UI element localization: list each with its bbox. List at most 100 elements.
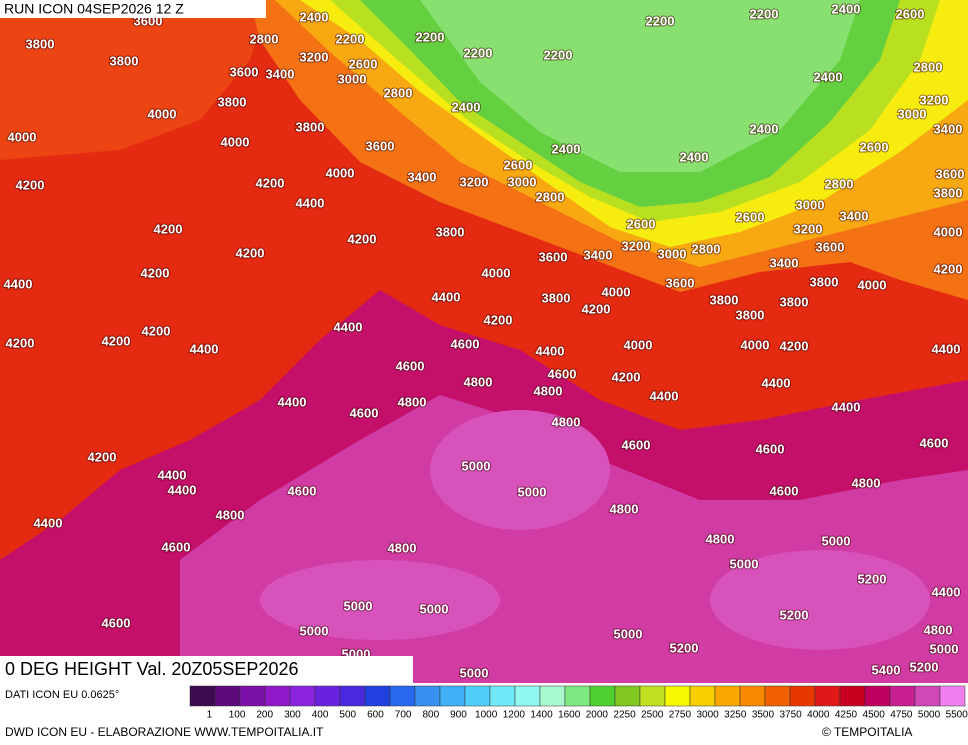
contour-label: 4200 (6, 335, 35, 350)
contour-label: 4600 (162, 539, 191, 554)
legend-swatch (889, 685, 916, 707)
legend-swatch (489, 685, 516, 707)
legend-swatch (614, 685, 641, 707)
contour-label: 2600 (349, 56, 378, 71)
legend-label: 2500 (641, 710, 664, 721)
contour-label: 4400 (932, 341, 961, 356)
contour-label: 5200 (670, 640, 699, 655)
legend-swatch (239, 685, 266, 707)
contour-label: 5000 (822, 533, 851, 548)
contour-label: 3000 (508, 174, 537, 189)
legend-label: 3250 (724, 710, 747, 721)
legend-swatch (389, 685, 416, 707)
legend-swatch (639, 685, 666, 707)
legend-swatch (764, 685, 791, 707)
contour-label: 4400 (932, 584, 961, 599)
contour-label: 4200 (236, 245, 265, 260)
legend-swatch (264, 685, 291, 707)
contour-label: 2200 (464, 45, 493, 60)
contour-label: 4400 (4, 276, 33, 291)
contour-label: 3400 (934, 121, 963, 136)
contour-label: 3200 (794, 221, 823, 236)
contour-label: 3600 (230, 64, 259, 79)
contour-label: 3400 (408, 169, 437, 184)
legend-label: 2000 (586, 710, 609, 721)
contour-label: 2400 (750, 121, 779, 136)
contour-label: 3800 (736, 307, 765, 322)
contour-label: 3400 (840, 208, 869, 223)
contour-label: 3000 (658, 246, 687, 261)
contour-label: 4200 (154, 221, 183, 236)
legend-swatch (839, 685, 866, 707)
contour-label: 2200 (544, 47, 573, 62)
field-band (0, 0, 270, 160)
field-blob (430, 410, 610, 530)
contour-label: 4800 (610, 501, 639, 516)
contour-label: 5200 (858, 571, 887, 586)
contour-label: 4200 (102, 333, 131, 348)
contour-label: 2800 (536, 189, 565, 204)
contour-label: 4800 (388, 540, 417, 555)
legend-label: 5000 (918, 710, 941, 721)
contour-label: 3800 (218, 94, 247, 109)
contour-label: 3800 (934, 185, 963, 200)
legend-swatch (814, 685, 841, 707)
contour-label: 4200 (16, 177, 45, 192)
contour-label: 3800 (296, 119, 325, 134)
contour-label: 4200 (582, 301, 611, 316)
contour-label: 4000 (741, 337, 770, 352)
run-label: RUN ICON 04SEP2026 12 Z (4, 1, 184, 17)
contour-label: 2600 (896, 6, 925, 21)
contour-label: 4400 (650, 388, 679, 403)
contour-label: 5000 (462, 458, 491, 473)
contour-label: 3600 (936, 166, 965, 181)
legend-label: 300 (284, 710, 301, 721)
legend-swatch (439, 685, 466, 707)
legend-label: 3750 (780, 710, 803, 721)
contour-label: 4400 (158, 467, 187, 482)
contour-label: 2800 (250, 31, 279, 46)
contour-label: 2400 (814, 69, 843, 84)
legend-label: 700 (395, 710, 412, 721)
contour-label: 3200 (460, 174, 489, 189)
contour-label: 3600 (539, 249, 568, 264)
contour-label: 3800 (710, 292, 739, 307)
contour-label: 5000 (460, 665, 489, 680)
legend-swatch (564, 685, 591, 707)
contour-label: 2600 (860, 139, 889, 154)
contour-label: 3600 (666, 275, 695, 290)
contour-label: 5000 (518, 484, 547, 499)
contour-label: 5000 (300, 623, 329, 638)
contour-label: 2200 (750, 6, 779, 21)
contour-label: 4600 (548, 366, 577, 381)
field-blob (260, 560, 500, 640)
contour-label: 4200 (780, 338, 809, 353)
contour-label: 5000 (420, 601, 449, 616)
legend-label: 600 (367, 710, 384, 721)
legend-label: 4750 (890, 710, 913, 721)
contour-label: 4000 (8, 129, 37, 144)
legend-label: 1400 (530, 710, 553, 721)
contour-label: 4800 (464, 374, 493, 389)
legend-swatch (689, 685, 716, 707)
contour-label: 2400 (552, 141, 581, 156)
color-legend: 1 100 200 300 400 500 600 700 800 900 1000 1200 1400… (189, 685, 968, 721)
field-blob (710, 550, 930, 650)
legend-label: 4250 (835, 710, 858, 721)
legend-swatch (789, 685, 816, 707)
contour-label: 4200 (934, 261, 963, 276)
contour-label: 4200 (484, 312, 513, 327)
contour-label: 4800 (216, 507, 245, 522)
contour-label: 4600 (622, 437, 651, 452)
contour-label: 4400 (34, 515, 63, 530)
contour-label: 4200 (256, 175, 285, 190)
credit-label: DWD ICON EU - ELABORAZIONE WWW.TEMPOITAL… (5, 725, 324, 739)
contour-label: 5000 (730, 556, 759, 571)
legend-label: 200 (256, 710, 273, 721)
contour-label: 4800 (398, 394, 427, 409)
contour-label: 3800 (542, 290, 571, 305)
contour-labels: 3600 2400 2200 2200 2400 2600 3800 2800 2200 2200… (3, 0, 966, 681)
field-label: 0 DEG HEIGHT Val. 20Z05SEP2026 (5, 659, 298, 679)
